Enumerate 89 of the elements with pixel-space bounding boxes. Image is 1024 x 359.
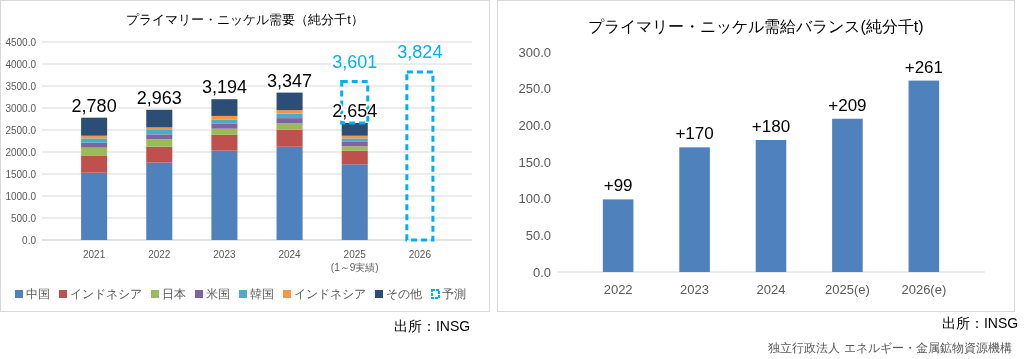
y-tick-label: 300.0 [518,44,551,60]
text: 独立行政法人 エネルギー・金属鉱物資源機構 [768,341,1012,355]
bar [341,141,368,147]
bar [276,129,303,147]
y-tick-label: 1500.0 [5,168,37,180]
legend-label: インドネシア [70,287,142,301]
bar [276,92,303,111]
legend-label: インドネシア [294,287,366,301]
y-tick-label: 150.0 [518,154,551,170]
bar [81,147,108,156]
bar [146,162,173,240]
bar [211,99,238,116]
bar [146,134,173,140]
y-tick-label: 2500.0 [5,124,37,136]
bar [679,147,710,272]
legend-label: 米国 [206,287,230,301]
x-tick-label: 2021 [83,249,106,260]
bar [211,123,238,129]
bar [81,155,108,173]
y-tick-label: 4000.0 [5,58,37,70]
bar [276,123,303,130]
y-tick-label: 100.0 [518,191,551,207]
chart-title: プライマリー・ニッケル需給バランス(純分千t) [588,18,924,35]
bar [602,199,634,272]
annotation: 3,347 [267,70,313,91]
bar [81,138,108,143]
y-tick-label: 500.0 [10,212,37,224]
legend-label: 予測 [442,287,466,301]
x-tick-label: 2025 (1～9実績) [330,249,379,273]
bar [276,110,303,114]
bar [146,127,173,130]
y-tick-label: 3000.0 [5,102,37,114]
y-tick-label: 250.0 [518,81,551,97]
annotation: 2,780 [71,95,117,116]
data-label: +261 [904,57,944,77]
bar [755,140,787,272]
bar [146,146,173,163]
x-tick-label: 2024 [278,249,302,260]
data-label: +170 [675,124,714,144]
bar [341,146,368,151]
y-tick-label: 2000.0 [5,146,37,158]
y-tick-label: 0.0 [22,234,37,246]
annotation: 3,194 [201,77,247,98]
y-tick-label: 50.0 [525,227,551,243]
y-tick-label: 0.0 [532,264,551,280]
y-tick-label: 3500.0 [5,80,37,92]
text: 出所：INSG [941,315,1019,331]
bar [341,150,368,165]
bar [832,118,863,272]
y-tick-label: 4500.0 [5,36,37,48]
x-tick-label: 2023 [213,249,236,260]
x-tick-label: 2026 [408,249,432,260]
bar [81,142,108,148]
bar [341,122,368,136]
legend-label: その他 [386,287,422,301]
bar [211,119,238,124]
text: 出所：INSG [393,318,471,334]
bar [276,113,303,119]
bar [146,139,173,147]
annotation: 3,601 [332,51,378,72]
bar [405,70,435,242]
bar [81,172,108,240]
x-tick-label: 2022 [148,249,171,260]
y-tick-label: 200.0 [518,117,551,133]
data-label: +99 [603,176,633,196]
x-tick-label: 2024 [756,282,786,297]
bar [146,130,173,135]
bar [146,109,173,128]
chart-title: プライマリー・ニッケル需要（純分千t） [126,12,364,27]
bar [908,80,940,272]
x-tick-label: 2026(e) [901,282,947,297]
annotation: 3,824 [397,41,443,62]
bar [276,146,303,240]
x-tick-label: 2025(e) [825,282,870,297]
legend-label: 中国 [26,287,50,301]
data-label: +209 [828,95,867,115]
y-tick-label: 1000.0 [5,190,37,202]
x-tick-label: 2023 [680,282,710,297]
annotation: 2,963 [136,87,182,108]
legend-label: 韓国 [250,287,274,301]
legend-label: 日本 [162,287,186,301]
bar [276,118,303,124]
bar [341,164,368,240]
bar [211,150,238,240]
data-label: +180 [751,117,791,136]
bar [211,134,238,151]
bar [81,117,108,136]
x-tick-label: 2022 [603,282,633,297]
bar [211,128,238,135]
